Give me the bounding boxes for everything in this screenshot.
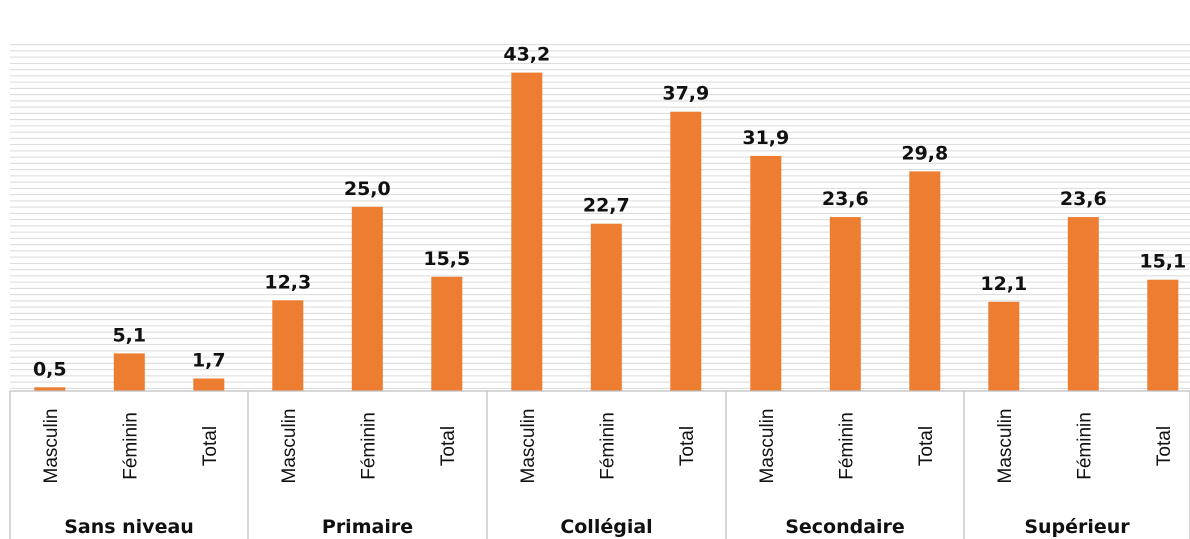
bars — [34, 72, 1179, 392]
tick-label: Féminin — [120, 412, 141, 480]
group-label: Collégial — [560, 516, 652, 538]
group-label: Primaire — [322, 516, 413, 538]
data-label: 29,8 — [901, 142, 948, 164]
tick-label: Féminin — [836, 412, 857, 480]
bar-collégial-total — [670, 111, 702, 391]
data-label: 5,1 — [112, 324, 146, 346]
tick-label: Total — [916, 426, 937, 466]
data-label: 37,9 — [662, 83, 709, 105]
data-label: 43,2 — [503, 44, 550, 66]
tick-label: Masculin — [279, 409, 300, 484]
tick-label: Total — [1154, 426, 1175, 466]
data-label: 0,5 — [33, 358, 67, 380]
bar-sans-niveau-féminin — [113, 353, 145, 391]
bar-secondaire-féminin — [829, 217, 861, 391]
bar-sans-niveau-masculin — [34, 387, 66, 391]
bar-supérieur-féminin — [1067, 217, 1099, 391]
group-label: Sans niveau — [64, 516, 194, 538]
bar-primaire-féminin — [351, 206, 383, 392]
bar-secondaire-masculin — [750, 155, 782, 391]
bar-secondaire-total — [909, 171, 941, 391]
bar-sans-niveau-total — [193, 378, 225, 391]
value-labels: 0,5 5,1 1,7 12,3 25,0 15,5 43,2 22,7 37,9 31,9 23,… — [33, 44, 1186, 381]
tick-label: Féminin — [358, 412, 379, 480]
category-axis: Masculin Féminin Total Sans niveau Masculin F… — [9, 390, 1190, 539]
data-label: 23,6 — [1060, 188, 1107, 210]
tick-label: Masculin — [757, 409, 778, 484]
data-label: 31,9 — [742, 127, 789, 149]
tick-label: Féminin — [1074, 412, 1095, 480]
data-label: 23,6 — [822, 188, 869, 210]
data-label: 12,1 — [980, 273, 1027, 295]
tick-label: Masculin — [41, 409, 62, 484]
data-label: 15,5 — [423, 248, 470, 270]
tick-label: Masculin — [518, 409, 539, 484]
data-label: 22,7 — [583, 195, 630, 217]
group-label: Secondaire — [785, 516, 905, 538]
bar-primaire-masculin — [272, 300, 304, 391]
data-label: 25,0 — [344, 178, 391, 200]
group-label: Supérieur — [1024, 516, 1130, 538]
data-label: 12,3 — [264, 271, 311, 293]
tick-label: Total — [200, 426, 221, 466]
bar-primaire-total — [431, 276, 463, 391]
data-label: 1,7 — [192, 350, 226, 372]
bar-supérieur-total — [1147, 279, 1179, 391]
tick-label: Féminin — [597, 412, 618, 480]
bar-collégial-masculin — [511, 72, 543, 391]
bar-supérieur-masculin — [988, 301, 1020, 391]
tick-label: Total — [438, 426, 459, 466]
tick-label: Masculin — [995, 409, 1016, 484]
bar-collégial-féminin — [590, 223, 622, 391]
data-label: 15,1 — [1139, 251, 1186, 273]
tick-label: Total — [677, 426, 698, 466]
